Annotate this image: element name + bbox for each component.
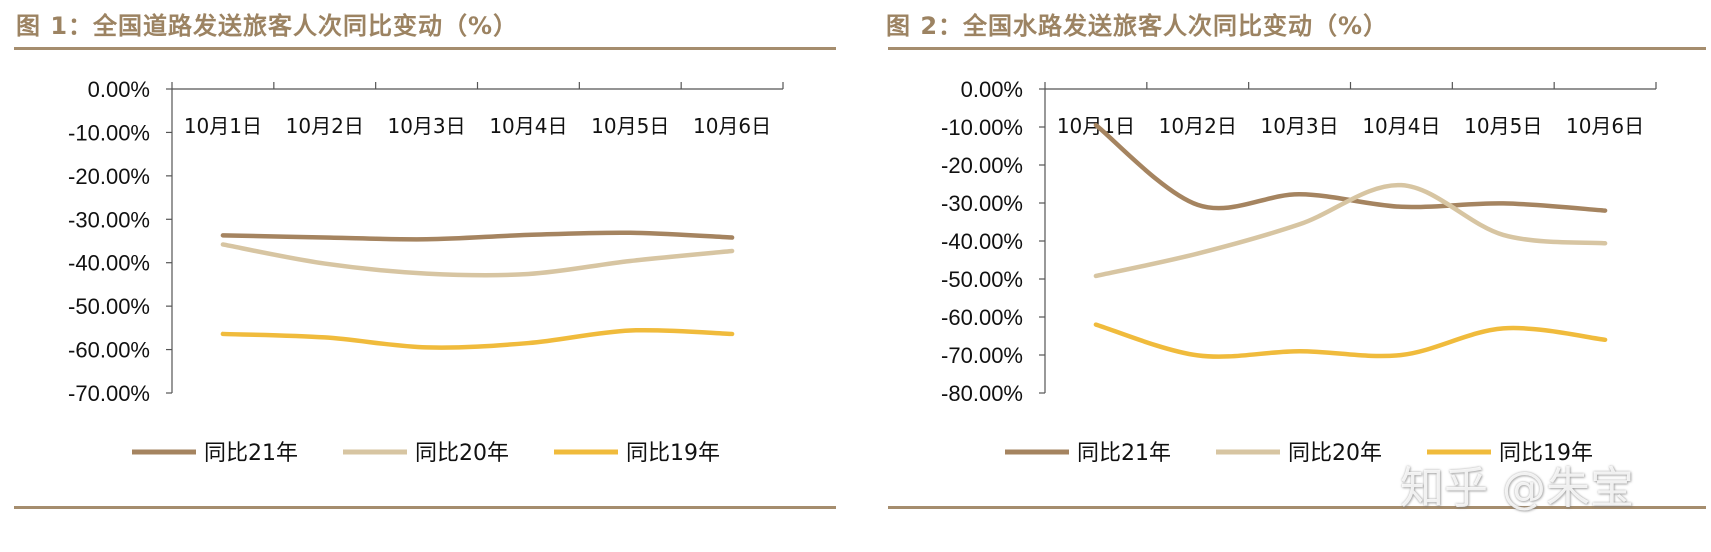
y-tick-label: 0.00% xyxy=(961,77,1023,102)
series-line-2 xyxy=(1093,182,1608,279)
y-tick-label: -20.00% xyxy=(941,153,1023,178)
y-tick-label: 0.00% xyxy=(88,77,150,102)
y-tick-label: -50.00% xyxy=(68,294,150,319)
legend-label: 同比21年 xyxy=(204,441,298,466)
chart-title: 图 1：全国道路发送旅客人次同比变动（%） xyxy=(16,12,519,40)
y-tick-label: -30.00% xyxy=(941,191,1023,216)
chart-panel-road: 图 1：全国道路发送旅客人次同比变动（%） 0.00% -10.00% -20.00… xyxy=(0,0,855,552)
chart-panel-water: 图 2：全国水路发送旅客人次同比变动（%） 0.00% -10.00% -20.00… xyxy=(870,0,1711,552)
y-tick-label: -80.00% xyxy=(941,381,1023,406)
bottom-rule xyxy=(14,506,836,509)
x-category-label: 10月5日 xyxy=(1464,114,1542,138)
chart-title: 图 2：全国水路发送旅客人次同比变动（%） xyxy=(886,12,1389,40)
title-rule xyxy=(14,47,836,50)
x-category-label: 10月1日 xyxy=(184,114,262,138)
legend-label: 同比19年 xyxy=(626,441,720,466)
x-category-label: 10月6日 xyxy=(693,114,771,138)
legend-label: 同比21年 xyxy=(1077,441,1171,466)
legend-label: 同比20年 xyxy=(1288,441,1382,466)
series-line-3 xyxy=(1093,322,1608,359)
x-category-label: 10月6日 xyxy=(1566,114,1644,138)
y-tick-label: -70.00% xyxy=(68,381,150,406)
series-line-2 xyxy=(220,242,735,278)
x-category-label: 10月3日 xyxy=(1260,114,1338,138)
x-category-label: 10月4日 xyxy=(489,114,567,138)
line-chart-road: 0.00% -10.00% -20.00% -30.00% -40.00% -50.00%… xyxy=(68,77,784,466)
title-rule xyxy=(888,47,1706,50)
x-category-label: 10月2日 xyxy=(1159,114,1237,138)
x-category-label: 10月5日 xyxy=(591,114,669,138)
watermark: 知乎 @朱宝 xyxy=(1400,463,1634,514)
legend-label: 同比20年 xyxy=(415,441,509,466)
y-tick-label: -60.00% xyxy=(68,338,150,363)
y-tick-label: -60.00% xyxy=(941,305,1023,330)
bottom-rule xyxy=(888,506,1706,509)
x-category-label: 10月4日 xyxy=(1362,114,1440,138)
legend-label: 同比19年 xyxy=(1499,441,1593,466)
series-line-1 xyxy=(220,230,735,242)
y-tick-label: -30.00% xyxy=(68,207,150,232)
x-category-label: 10月3日 xyxy=(387,114,465,138)
y-tick-label: -20.00% xyxy=(68,164,150,189)
y-tick-label: -40.00% xyxy=(68,251,150,276)
series-line-1 xyxy=(1093,122,1608,213)
line-chart-water: 0.00% -10.00% -20.00% -30.00% -40.00% -50.00%… xyxy=(941,77,1657,466)
y-tick-label: -40.00% xyxy=(941,229,1023,254)
y-tick-label: -10.00% xyxy=(68,120,150,145)
y-tick-label: -70.00% xyxy=(941,343,1023,368)
x-category-label: 10月2日 xyxy=(286,114,364,138)
y-tick-label: -50.00% xyxy=(941,267,1023,292)
y-tick-label: -10.00% xyxy=(941,115,1023,140)
series-line-3 xyxy=(220,327,735,350)
